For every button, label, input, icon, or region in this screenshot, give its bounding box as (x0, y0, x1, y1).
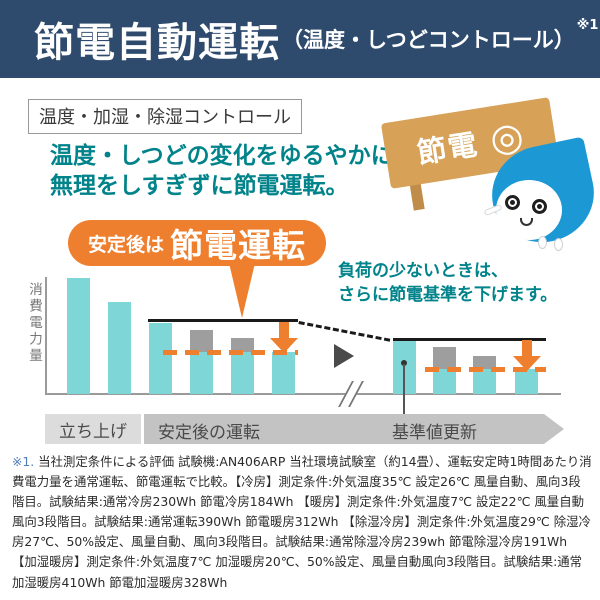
power-bar (272, 352, 295, 394)
consumption-reference-line (148, 319, 298, 322)
x-axis-line (45, 393, 561, 395)
saved-power-bar-segment (433, 347, 456, 369)
saved-power-bar-segment (190, 330, 213, 352)
mascot-eye-left (505, 195, 520, 210)
feature-category-label: 温度・加湿・除湿コントロール (28, 99, 302, 134)
phase-label-reference-update: 基準値更新 (392, 423, 477, 443)
header-banner: 節電自動運転 （温度・しつどコントロール） ※1 (0, 0, 600, 78)
power-reduction-arrow-icon (513, 340, 541, 371)
feature-headline: 温度・しつどの変化をゆるやかに、 無理をしすぎずに節電運転。 (50, 141, 416, 202)
mascot-mouth (520, 218, 533, 226)
mascot-face (496, 180, 562, 240)
phase-label-stabilized: 安定後の運転 (158, 423, 260, 443)
low-load-note: 負荷の少ないときは、 さらに節電基準を下げます。 (338, 259, 557, 307)
phase-band-stabilized: 安定後の運転 基準値更新 (144, 414, 544, 444)
footnote-marker: ※1. (12, 454, 35, 469)
reference-transition-dashed-line (298, 321, 391, 342)
mascot-pupil (510, 200, 515, 205)
footnote-reference-mark: ※1 (576, 17, 599, 33)
lowered-target-dashed-line (425, 367, 546, 372)
footnote-body: 当社測定条件による評価 試験機:AN406ARP 当社環境試験室（約14畳）、運… (12, 454, 592, 590)
mascot-leg-left (538, 236, 547, 249)
reference-update-pointer-dot (401, 360, 407, 366)
footnote-text: ※1. 当社測定条件による評価 試験機:AN406ARP 当社環境試験室（約14… (12, 452, 592, 593)
power-bar (149, 323, 172, 394)
feature-headline-line2: 無理をしすぎずに節電運転。 (50, 173, 349, 200)
power-bar (231, 352, 254, 394)
lowered-target-dashed-line (163, 350, 298, 355)
phase-band-arrow-tip (544, 414, 564, 444)
low-load-note-line2: さらに節電基準を下げます。 (338, 285, 558, 306)
phase-label-startup: 立ち上げ (59, 421, 127, 442)
power-bar (473, 369, 496, 394)
y-axis-label: 消費電力量 (26, 282, 42, 365)
consumption-reference-line (393, 338, 546, 341)
phase-band-startup: 立ち上げ (45, 414, 141, 444)
sign-text: 節電 (414, 126, 482, 171)
page-title: 節電自動運転 (34, 20, 280, 66)
saved-power-bar-segment (231, 338, 254, 352)
low-load-note-line1: 負荷の少ないときは、 (338, 261, 508, 281)
power-bar (433, 369, 456, 394)
saved-power-bar-segment (473, 356, 496, 369)
callout-prefix: 安定後は (87, 233, 164, 256)
power-bar (515, 369, 538, 394)
power-bar (108, 302, 131, 394)
mascot-pupil (537, 204, 542, 209)
mascot-eye-right (532, 199, 547, 214)
transition-triangle-icon (334, 344, 354, 368)
y-axis-line (45, 277, 47, 394)
stabilized-energy-saving-callout: 安定後は 節電運転 (68, 220, 326, 266)
power-reduction-arrow-icon (270, 322, 298, 353)
page-title-subtext: （温度・しつどコントロール） (282, 28, 575, 52)
power-bar (190, 352, 213, 394)
reference-update-pointer-line (403, 364, 405, 422)
mascot-leg-right (554, 238, 563, 251)
callout-tail-pointer (229, 263, 255, 318)
power-bar (67, 278, 90, 394)
feature-headline-line1: 温度・しつどの変化をゆるやかに、 (50, 143, 416, 169)
callout-main-text: 節電運転 (170, 226, 306, 265)
